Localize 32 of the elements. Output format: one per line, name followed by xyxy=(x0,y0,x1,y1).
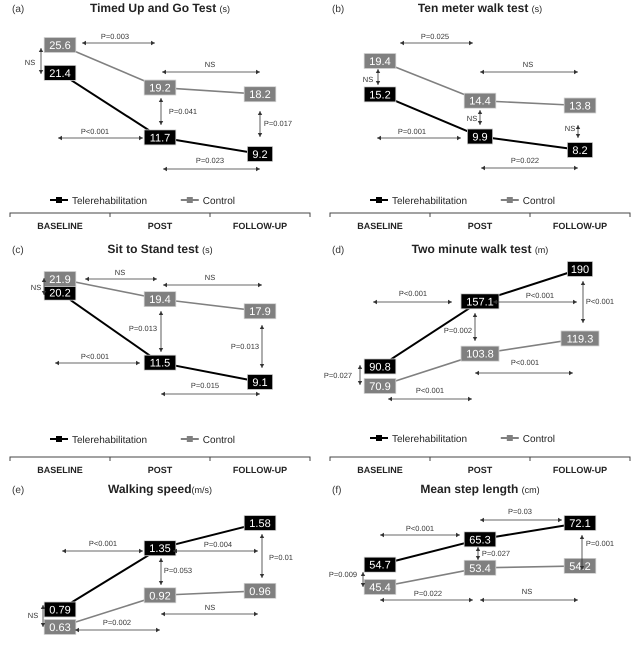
x-tick-label: FOLLOW-UP xyxy=(232,221,288,231)
chart-title: Sit to Stand test (s) xyxy=(107,242,213,256)
x-tick-label: POST xyxy=(148,221,173,231)
legend-label: Telerehabilitation xyxy=(392,196,468,207)
x-tick-label: BASELINE xyxy=(37,221,83,231)
chart-subtitle: (e) xyxy=(12,485,24,496)
chart-title: Timed Up and Go Test (s) xyxy=(90,1,230,15)
x-tick-label: FOLLOW-UP xyxy=(552,221,608,231)
x-tick-label: FOLLOW-UP xyxy=(552,465,608,475)
legend-label: Control xyxy=(202,435,236,446)
x-tick-label: POST xyxy=(148,465,173,475)
chart-title: Mean step length (cm) xyxy=(420,482,540,496)
x-tick-label: POST xyxy=(468,221,493,231)
x-tick-label: POST xyxy=(468,465,493,475)
x-tick-label: BASELINE xyxy=(357,465,403,475)
chart-subtitle: (d) xyxy=(332,245,344,256)
chart-title: Two minute walk test (m) xyxy=(412,242,548,256)
legend-label: Control xyxy=(202,196,236,207)
legend-label: Telerehabilitation xyxy=(392,434,468,445)
x-tick-label: FOLLOW-UP xyxy=(232,465,288,475)
legend-label: Telerehabilitation xyxy=(72,435,148,446)
legend-label: Control xyxy=(522,196,556,207)
x-tick-label: BASELINE xyxy=(357,221,403,231)
chart-subtitle: (f) xyxy=(332,485,342,496)
chart-title: Walking speed(m/s) xyxy=(108,482,212,496)
legend-label: Telerehabilitation xyxy=(72,196,148,207)
legend-label: Control xyxy=(522,434,556,445)
chart-subtitle: (c) xyxy=(12,245,24,256)
chart-subtitle: (a) xyxy=(12,4,24,15)
chart-title: Ten meter walk test (s) xyxy=(418,1,542,15)
chart-subtitle: (b) xyxy=(332,4,344,15)
x-tick-label: BASELINE xyxy=(37,465,83,475)
